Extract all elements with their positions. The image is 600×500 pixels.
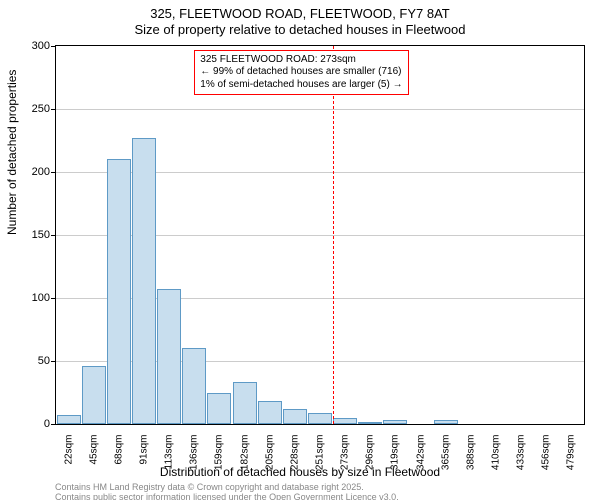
x-axis-label: Distribution of detached houses by size … [0, 465, 600, 479]
histogram-bar [308, 413, 332, 424]
histogram-bar [157, 289, 181, 424]
footer-line2: Contains public sector information licen… [55, 492, 399, 500]
annotation-line-1: ← 99% of detached houses are smaller (71… [200, 66, 402, 79]
annotation-line-0: 325 FLEETWOOD ROAD: 273sqm [200, 54, 402, 67]
ytick-label: 100 [6, 292, 50, 304]
y-axis-label: Number of detached properties [5, 70, 19, 235]
histogram-bar [132, 138, 156, 424]
histogram-bar [207, 393, 231, 425]
ytick-label: 0 [6, 418, 50, 430]
histogram-bar [82, 366, 106, 424]
histogram-bar [283, 409, 307, 424]
histogram-bar [383, 420, 407, 424]
chart-title-line1: 325, FLEETWOOD ROAD, FLEETWOOD, FY7 8AT [0, 6, 600, 21]
footer-line1: Contains HM Land Registry data © Crown c… [55, 482, 364, 492]
ytick-label: 250 [6, 103, 50, 115]
ytick-label: 50 [6, 355, 50, 367]
histogram-bar [333, 418, 357, 424]
histogram-bar [358, 422, 382, 424]
gridline [56, 109, 584, 110]
histogram-bar [107, 159, 131, 424]
histogram-bar [434, 420, 458, 424]
histogram-bar [233, 382, 257, 424]
reference-line [333, 46, 334, 424]
histogram-bar [57, 415, 81, 424]
plot-area: 325 FLEETWOOD ROAD: 273sqm ← 99% of deta… [55, 45, 585, 425]
histogram-bar [182, 348, 206, 424]
annotation-box: 325 FLEETWOOD ROAD: 273sqm ← 99% of deta… [194, 50, 408, 96]
histogram-bar [258, 401, 282, 424]
annotation-line-2: 1% of semi-detached houses are larger (5… [200, 79, 402, 92]
ytick-label: 300 [6, 40, 50, 52]
ytick-label: 150 [6, 229, 50, 241]
ytick-label: 200 [6, 166, 50, 178]
chart-container: 325, FLEETWOOD ROAD, FLEETWOOD, FY7 8AT … [0, 0, 600, 500]
chart-title-line2: Size of property relative to detached ho… [0, 22, 600, 37]
